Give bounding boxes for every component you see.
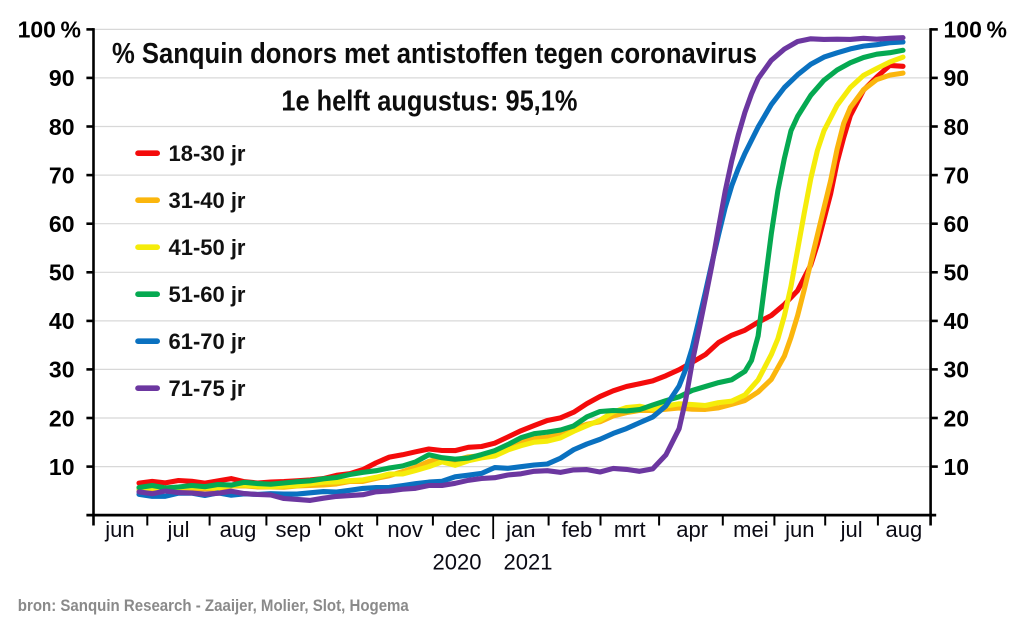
svg-text:jan: jan [505,517,535,542]
svg-text:sep: sep [276,517,311,542]
svg-text:30: 30 [944,357,970,383]
svg-text:31-40 jr: 31-40 jr [169,188,246,213]
svg-text:apr: apr [676,517,708,542]
svg-text:mrt: mrt [614,517,646,542]
svg-text:18-30 jr: 18-30 jr [169,141,246,166]
svg-text:70: 70 [944,162,970,188]
svg-text:jul: jul [840,517,863,542]
svg-text:71-75 jr: 71-75 jr [169,376,246,401]
svg-text:10: 10 [944,454,970,480]
svg-text:jun: jun [784,517,814,542]
svg-text:40: 40 [944,308,970,334]
svg-text:40: 40 [49,308,75,334]
svg-text:50: 50 [944,260,970,286]
svg-text:nov: nov [387,517,422,542]
svg-text:jul: jul [166,517,189,542]
svg-text:2020: 2020 [433,549,482,574]
svg-text:90: 90 [944,65,970,91]
svg-text:jun: jun [104,517,134,542]
svg-text:60: 60 [49,211,75,237]
svg-text:mei: mei [733,517,768,542]
svg-text:80: 80 [944,114,970,140]
svg-text:okt: okt [334,517,363,542]
svg-text:2021: 2021 [504,549,553,574]
svg-text:1e helft augustus: 95,1%: 1e helft augustus: 95,1% [281,86,577,118]
svg-text:% Sanquin donors met antistoff: % Sanquin donors met antistoffen tegen c… [112,38,757,70]
svg-text:30: 30 [49,357,75,383]
svg-text:10: 10 [49,454,75,480]
svg-text:20: 20 [944,405,970,431]
svg-text:bron: Sanquin Research - Zaaij: bron: Sanquin Research - Zaaijer, Molier… [18,597,410,615]
svg-text:100 %: 100 % [18,17,81,43]
svg-text:61-70 jr: 61-70 jr [169,329,246,354]
svg-text:100 %: 100 % [944,17,1007,43]
svg-text:20: 20 [49,405,75,431]
svg-text:51-60 jr: 51-60 jr [169,282,246,307]
svg-text:feb: feb [562,517,593,542]
svg-text:50: 50 [49,260,75,286]
svg-text:aug: aug [220,517,257,542]
svg-text:41-50 jr: 41-50 jr [169,235,246,260]
svg-text:60: 60 [944,211,970,237]
svg-text:dec: dec [445,517,480,542]
svg-text:90: 90 [49,65,75,91]
svg-text:80: 80 [49,114,75,140]
svg-text:aug: aug [886,517,923,542]
svg-text:70: 70 [49,162,75,188]
